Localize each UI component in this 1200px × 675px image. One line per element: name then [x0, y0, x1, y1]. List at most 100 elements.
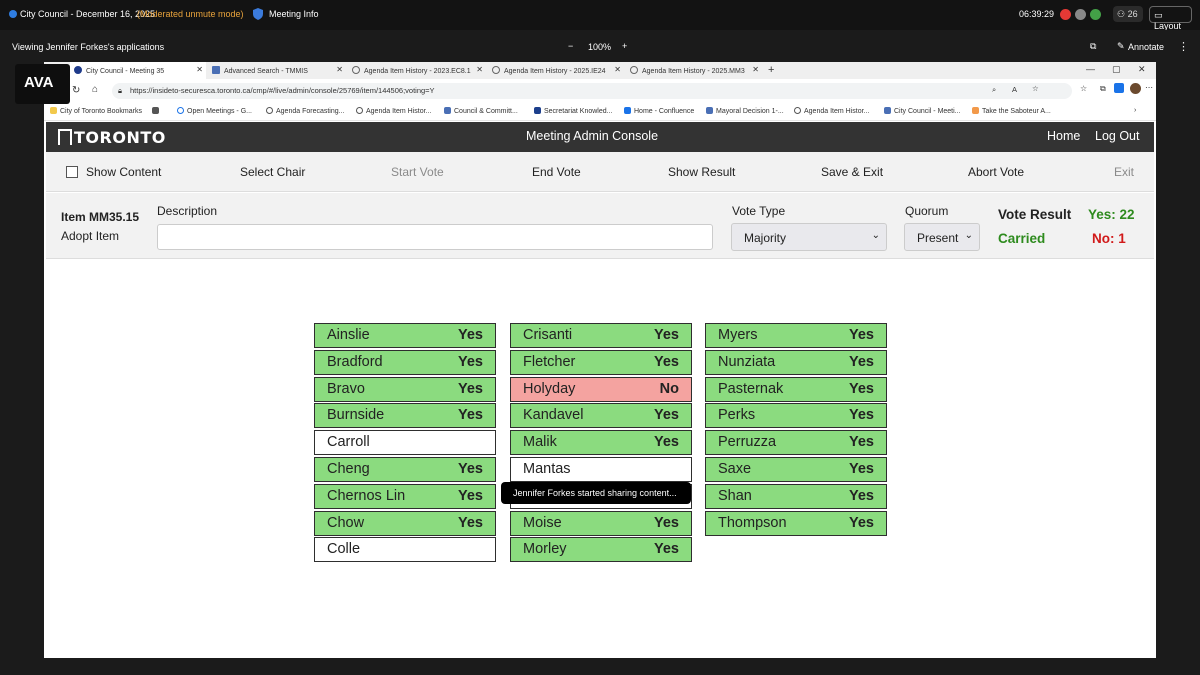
minimize-icon[interactable]: —: [1086, 64, 1095, 74]
start-vote-button[interactable]: Start Vote: [391, 165, 444, 179]
tab-agenda-history-3[interactable]: Agenda Item History - 2025.MM3 ✕: [626, 62, 762, 79]
more-icon[interactable]: ⋮: [1178, 41, 1189, 53]
vote-cell[interactable]: Myers Yes: [705, 323, 887, 348]
annotate-icon[interactable]: ✎: [1117, 41, 1125, 51]
vote-cell[interactable]: Shan Yes: [705, 483, 887, 509]
vote-cell[interactable]: Cheng Yes: [314, 457, 496, 482]
bookmark-item[interactable]: Secretariat Knowled...: [534, 107, 612, 115]
favorite-icon[interactable]: ☆: [1032, 84, 1039, 93]
vote-cell[interactable]: Carroll: [314, 430, 496, 456]
pause-icon[interactable]: [1075, 9, 1086, 20]
chevron-right-icon[interactable]: ›: [1134, 107, 1137, 114]
vote-cell[interactable]: Chernos Lin Yes: [314, 483, 496, 509]
vote-cell[interactable]: Holyday No: [510, 376, 692, 402]
logo-text: TORONTO: [74, 128, 166, 147]
bookmark-item[interactable]: Take the Saboteur A...: [972, 107, 1051, 115]
bookmark-item[interactable]: Agenda Item Histor...: [794, 107, 869, 115]
home-icon[interactable]: ⌂: [92, 84, 99, 95]
show-content-checkbox[interactable]: [66, 166, 78, 178]
reload-icon[interactable]: ↻: [72, 85, 81, 96]
vote-cell[interactable]: Pasternak Yes: [705, 376, 887, 402]
bookmarks-bar: City of Toronto Bookmarks Open Meetings …: [44, 103, 1156, 121]
profile-avatar[interactable]: [1130, 83, 1141, 96]
extension-icon[interactable]: [1114, 83, 1124, 95]
tab-favicon-icon: [212, 66, 220, 74]
tab-agenda-history-2[interactable]: Agenda Item History - 2025.IE24 ✕: [488, 62, 624, 79]
select-chair-button[interactable]: Select Chair: [240, 165, 306, 179]
bookmark-item[interactable]: Agenda Forecasting...: [266, 107, 345, 115]
status-icon[interactable]: [1090, 9, 1101, 20]
tab-city-council[interactable]: City Council - Meeting 35 ✕: [70, 62, 206, 79]
vote-cell[interactable]: Nunziata Yes: [705, 349, 887, 375]
vote-cell[interactable]: Kandavel Yes: [510, 403, 692, 429]
maximize-icon[interactable]: ▢: [1112, 64, 1121, 74]
bookmark-item[interactable]: [152, 107, 162, 115]
meeting-info-button[interactable]: Meeting Info: [269, 9, 319, 19]
vote-cell[interactable]: Bradford Yes: [314, 349, 496, 375]
save-exit-button[interactable]: Save & Exit: [821, 165, 884, 179]
end-vote-button[interactable]: End Vote: [532, 165, 581, 179]
bookmark-item[interactable]: City of Toronto Bookmarks: [50, 107, 142, 115]
popout-icon[interactable]: ⧉: [1090, 41, 1097, 51]
record-icon[interactable]: [1060, 9, 1071, 20]
collections-icon[interactable]: ⧉: [1100, 84, 1106, 93]
bookmark-item[interactable]: Agenda Item Histor...: [356, 107, 431, 115]
show-result-button[interactable]: Show Result: [668, 165, 736, 179]
vote-type-select[interactable]: Majority ⌄: [731, 223, 887, 251]
shield-icon[interactable]: [253, 8, 263, 22]
bookmark-item[interactable]: Home - Confluence: [624, 107, 694, 115]
show-content-toggle[interactable]: Show Content: [66, 165, 161, 179]
meeting-top-bar: City Council - December 16, 2025 (Modera…: [0, 0, 1200, 31]
member-vote: Yes: [849, 380, 874, 397]
vote-cell[interactable]: Thompson Yes: [705, 510, 887, 536]
nav-logout-link[interactable]: Log Out: [1095, 129, 1140, 143]
vote-cell[interactable]: Saxe Yes: [705, 457, 887, 482]
folder-icon: [50, 107, 57, 114]
layout-button[interactable]: ▭ Layout: [1149, 6, 1192, 31]
close-icon[interactable]: ✕: [614, 65, 621, 74]
close-icon[interactable]: ✕: [336, 65, 343, 74]
favorites-icon[interactable]: ☆: [1080, 84, 1088, 93]
close-icon[interactable]: ✕: [196, 65, 203, 74]
quorum-select[interactable]: Present ⌄: [904, 223, 980, 251]
nav-home-link[interactable]: Home: [1047, 129, 1081, 143]
tab-agenda-history-1[interactable]: Agenda Item History - 2023.EC8.1 ✕: [348, 62, 486, 79]
url-bar[interactable]: 🔒︎ https://insideto-securesca.toronto.ca…: [112, 83, 1072, 99]
tab-advanced-search[interactable]: Advanced Search - TMMIS ✕: [208, 62, 346, 79]
toronto-logo[interactable]: TORONTO: [58, 128, 166, 147]
abort-vote-button[interactable]: Abort Vote: [968, 165, 1025, 179]
vote-cell[interactable]: Burnside Yes: [314, 403, 496, 429]
vote-cell[interactable]: Perks Yes: [705, 403, 887, 429]
close-icon[interactable]: ✕: [752, 65, 759, 74]
member-name: Bravo: [327, 380, 365, 397]
exit-button[interactable]: Exit: [1114, 165, 1135, 179]
zoom-in-button[interactable]: +: [622, 41, 628, 51]
vote-cell[interactable]: Mantas: [510, 457, 692, 482]
vote-cell[interactable]: Malik Yes: [510, 430, 692, 456]
vote-cell[interactable]: Chow Yes: [314, 510, 496, 536]
vote-cell[interactable]: Perruzza Yes: [705, 430, 887, 456]
vote-cell[interactable]: Colle: [314, 537, 496, 563]
bookmark-item[interactable]: Council & Committ...: [444, 107, 518, 115]
vote-cell[interactable]: Moise Yes: [510, 510, 692, 536]
bookmark-item[interactable]: Mayoral Decision 1-...: [706, 107, 784, 115]
vote-cell[interactable]: Morley Yes: [510, 537, 692, 563]
vote-cell[interactable]: Crisanti Yes: [510, 323, 692, 348]
bookmark-item[interactable]: Open Meetings - G...: [177, 107, 252, 115]
bookmark-item[interactable]: City Council - Meeti...: [884, 107, 961, 115]
vote-cell[interactable]: Bravo Yes: [314, 376, 496, 402]
participants-button[interactable]: ⚇ 26: [1113, 6, 1143, 22]
zoom-out-button[interactable]: −: [568, 41, 574, 51]
annotate-button[interactable]: Annotate: [1128, 42, 1165, 52]
read-aloud-icon[interactable]: A: [1012, 85, 1018, 94]
description-input[interactable]: [157, 224, 713, 250]
more-icon[interactable]: ⋯: [1145, 83, 1153, 92]
close-icon[interactable]: ✕: [476, 65, 483, 74]
vote-cell[interactable]: Ainslie Yes: [314, 323, 496, 348]
bookmark-label: City Council - Meeti...: [894, 108, 961, 115]
window-close-icon[interactable]: ✕: [1138, 64, 1146, 74]
ava-logo[interactable]: AVA: [15, 64, 70, 104]
new-tab-icon[interactable]: +: [768, 64, 775, 76]
vote-cell[interactable]: Fletcher Yes: [510, 349, 692, 375]
zoom-icon[interactable]: ⌕: [992, 85, 997, 94]
